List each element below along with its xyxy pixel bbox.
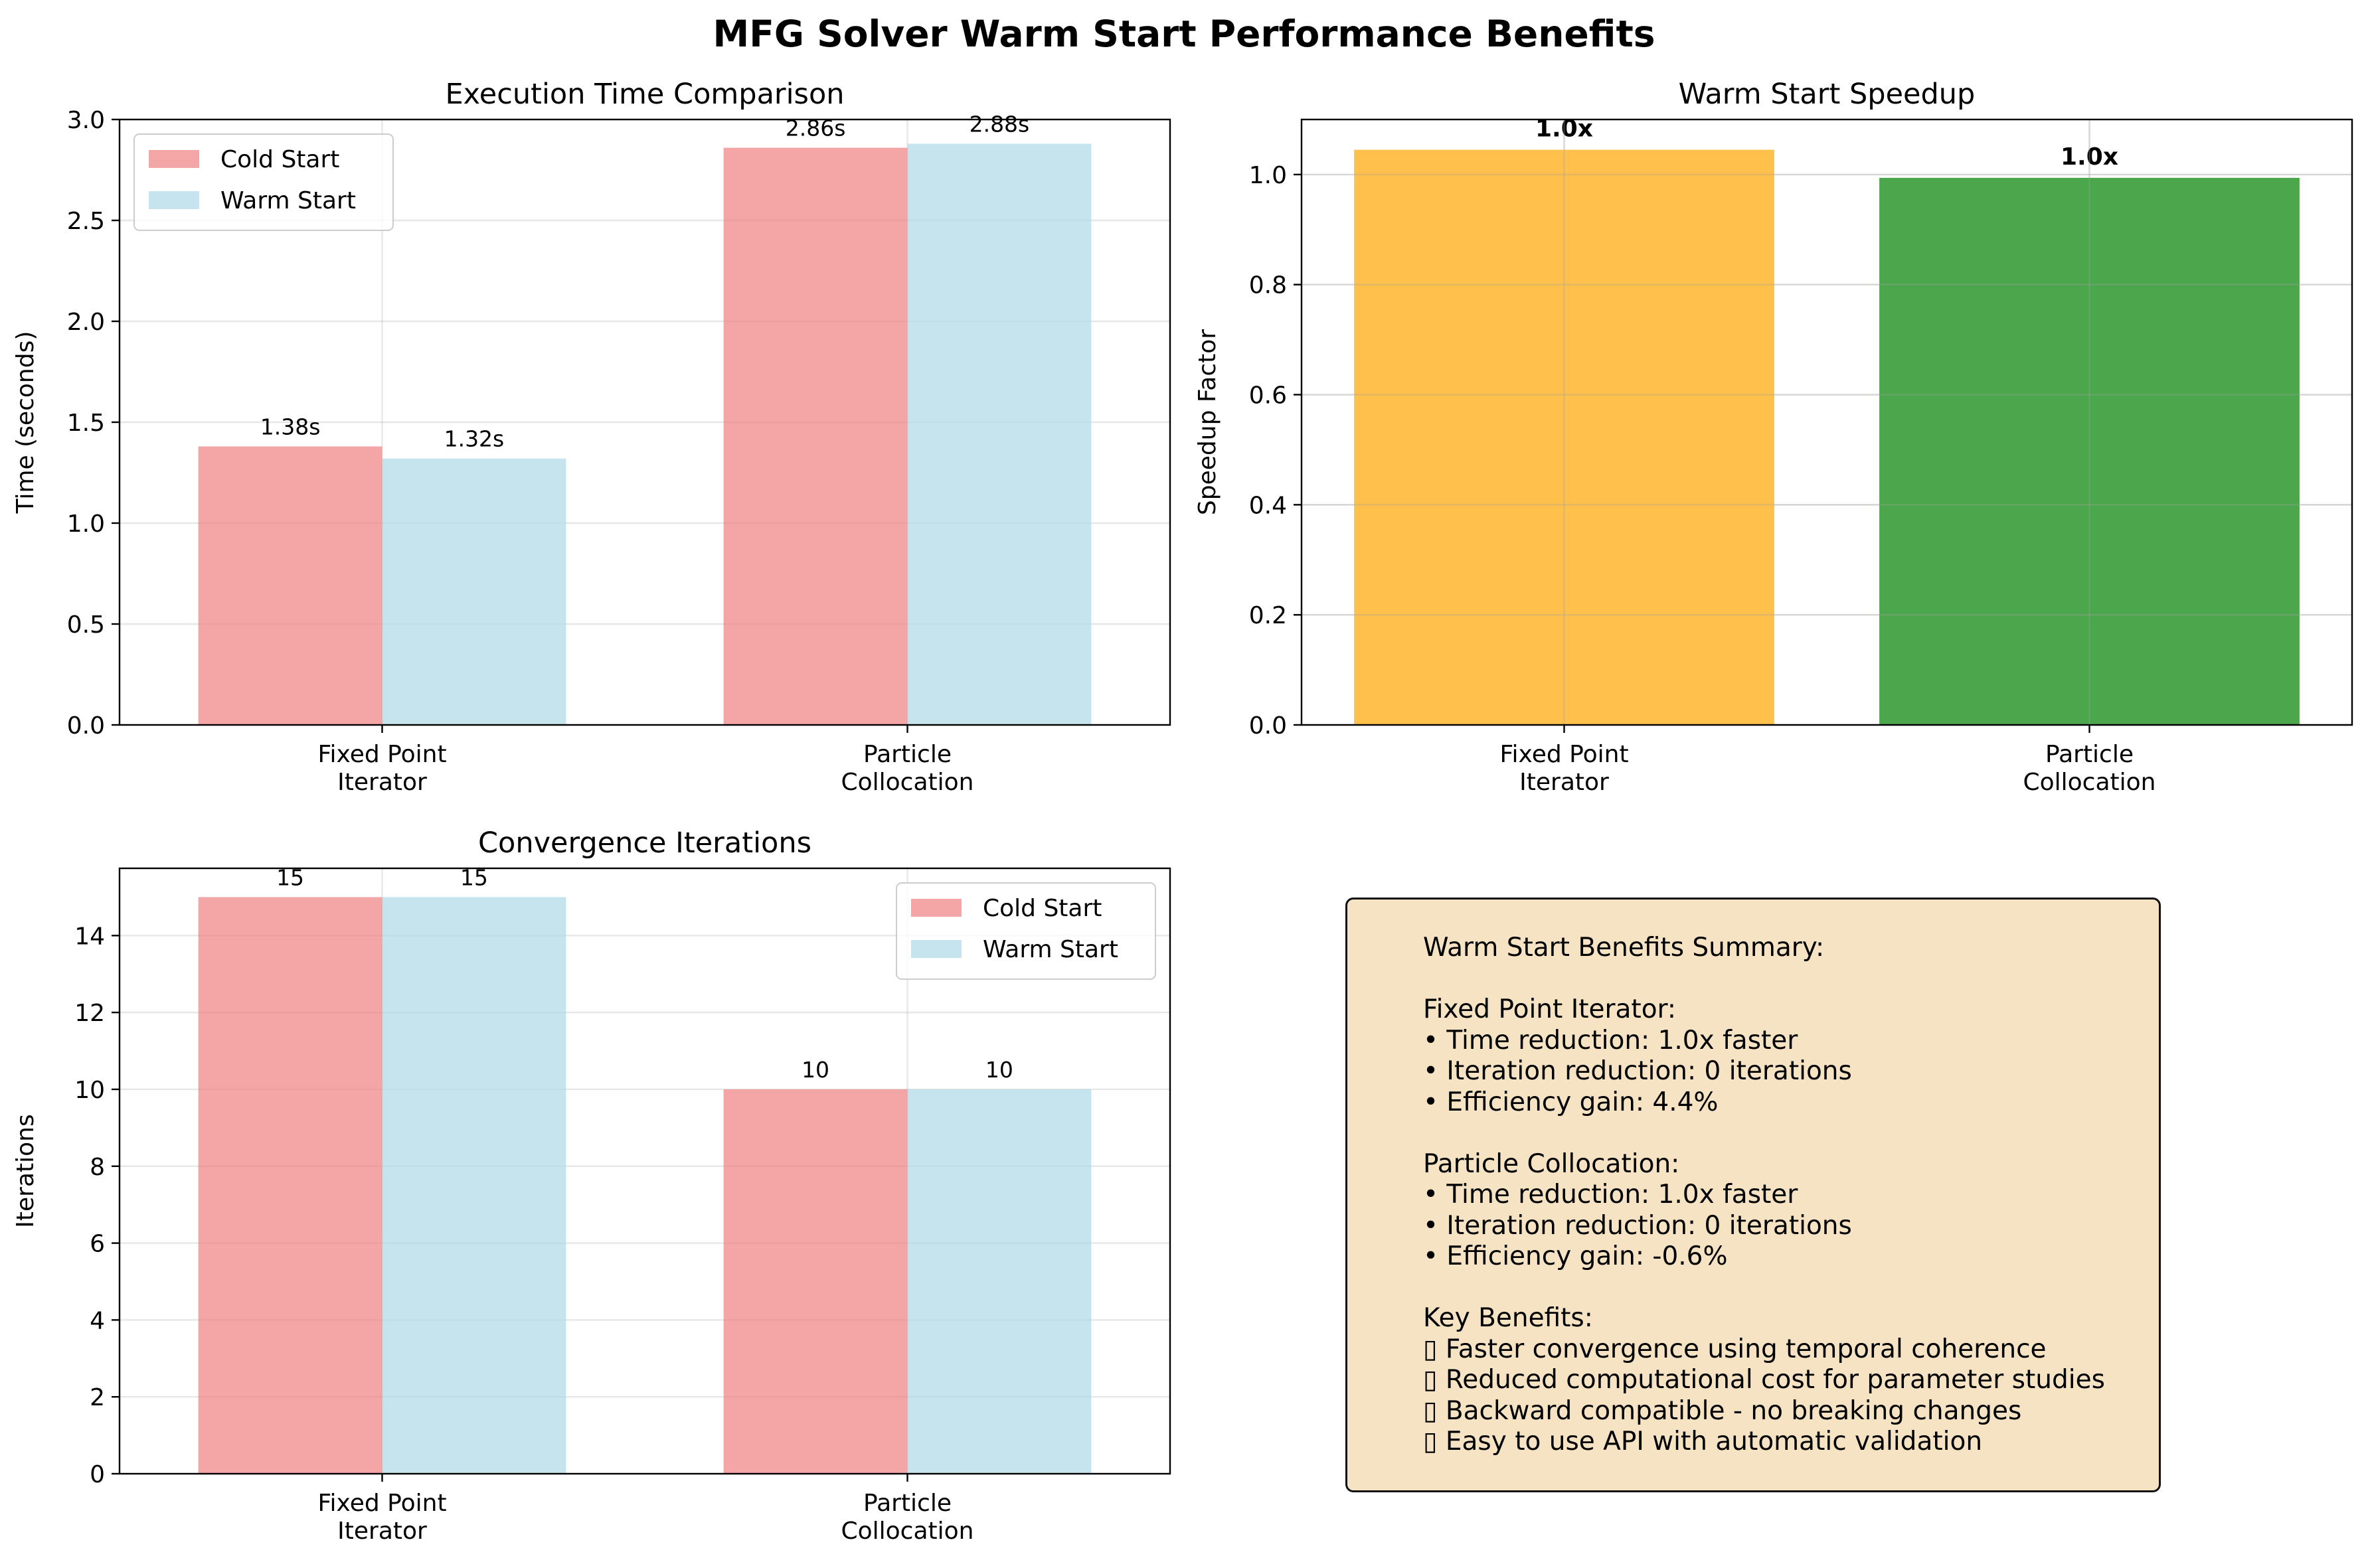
y-axis-label: Iterations (12, 1114, 39, 1227)
bar-cold-start (198, 897, 382, 1474)
legend-label: Cold Start (220, 146, 339, 173)
chart-title: Convergence Iterations (478, 826, 811, 860)
y-tick-label: 0.5 (67, 611, 105, 639)
bar-value-label: 1.32s (444, 426, 505, 452)
y-tick-label: 8 (90, 1154, 105, 1181)
y-axis-label: Speedup Factor (1194, 329, 1221, 515)
chart-title: Execution Time Comparison (445, 78, 844, 111)
y-tick-label: 12 (74, 1000, 105, 1027)
y-tick-label: 3.0 (67, 107, 105, 134)
bar-speedup (1879, 177, 2300, 725)
y-tick-label: 0.6 (1249, 382, 1287, 410)
y-tick-label: 0.2 (1249, 602, 1287, 629)
summary-box (1345, 898, 2161, 1492)
bar-cold-start (723, 147, 908, 725)
bar-warm-start (382, 897, 566, 1474)
x-tick-label: Fixed Point Iterator (1499, 741, 1628, 796)
y-tick-label: 6 (90, 1231, 105, 1258)
bar-warm-start (907, 1089, 1092, 1474)
bar-value-label: 1.0x (2061, 143, 2118, 171)
y-tick-label: 1.0 (1249, 162, 1287, 189)
x-tick-label: Particle Collocation (2023, 741, 2156, 796)
x-tick-label: Particle Collocation (841, 1490, 973, 1545)
y-tick-label: 2 (90, 1384, 105, 1411)
bar-value-label: 10 (985, 1057, 1013, 1083)
y-tick-label: 4 (90, 1307, 105, 1334)
bar-cold-start (198, 446, 382, 725)
legend-swatch (149, 150, 199, 168)
axes-frame (1300, 118, 2353, 726)
x-tick-label: Particle Collocation (841, 741, 973, 796)
summary-text: Warm Start Benefits Summary: Fixed Point… (1423, 933, 2105, 1456)
legend-swatch (911, 899, 962, 917)
y-tick-label: 2.0 (67, 309, 105, 336)
y-tick-label: 0.8 (1249, 272, 1287, 299)
legend-label: Warm Start (983, 936, 1118, 963)
y-tick-label: 0 (90, 1461, 105, 1488)
chart-title: Warm Start Speedup (1679, 78, 1976, 111)
execution-time-chart: 0.00.51.01.52.02.53.01.38s2.86s1.32s2.88… (12, 78, 1171, 796)
legend-label: Warm Start (220, 187, 356, 214)
bar-value-label: 1.38s (260, 414, 321, 439)
bar-warm-start (382, 458, 566, 725)
y-tick-label: 2.5 (67, 208, 105, 235)
legend-swatch (149, 191, 199, 209)
y-tick-label: 1.0 (67, 510, 105, 538)
legend-swatch (911, 940, 962, 958)
legend: Cold Start Warm Start (133, 133, 394, 231)
y-tick-label: 0.0 (1249, 712, 1287, 740)
figure-title: MFG Solver Warm Start Performance Benefi… (713, 13, 1655, 55)
legend-label: Cold Start (983, 895, 1102, 922)
bar-value-label: 10 (802, 1057, 829, 1083)
y-axis-label: Time (seconds) (12, 331, 39, 514)
x-tick-label: Fixed Point Iterator (317, 1490, 446, 1545)
y-tick-label: 14 (74, 923, 105, 950)
y-tick-label: 0.4 (1249, 492, 1287, 519)
y-tick-label: 10 (74, 1077, 105, 1104)
legend: Cold Start Warm Start (896, 882, 1156, 980)
bar-warm-start (907, 143, 1092, 726)
y-tick-label: 0.0 (67, 712, 105, 740)
axes-frame (118, 867, 1171, 1475)
x-tick-label: Fixed Point Iterator (317, 741, 446, 796)
bar-value-label: 2.88s (970, 111, 1030, 137)
y-tick-label: 1.5 (67, 410, 105, 437)
bar-cold-start (723, 1089, 908, 1474)
bar-speedup (1354, 149, 1774, 726)
axes-frame (118, 118, 1171, 726)
